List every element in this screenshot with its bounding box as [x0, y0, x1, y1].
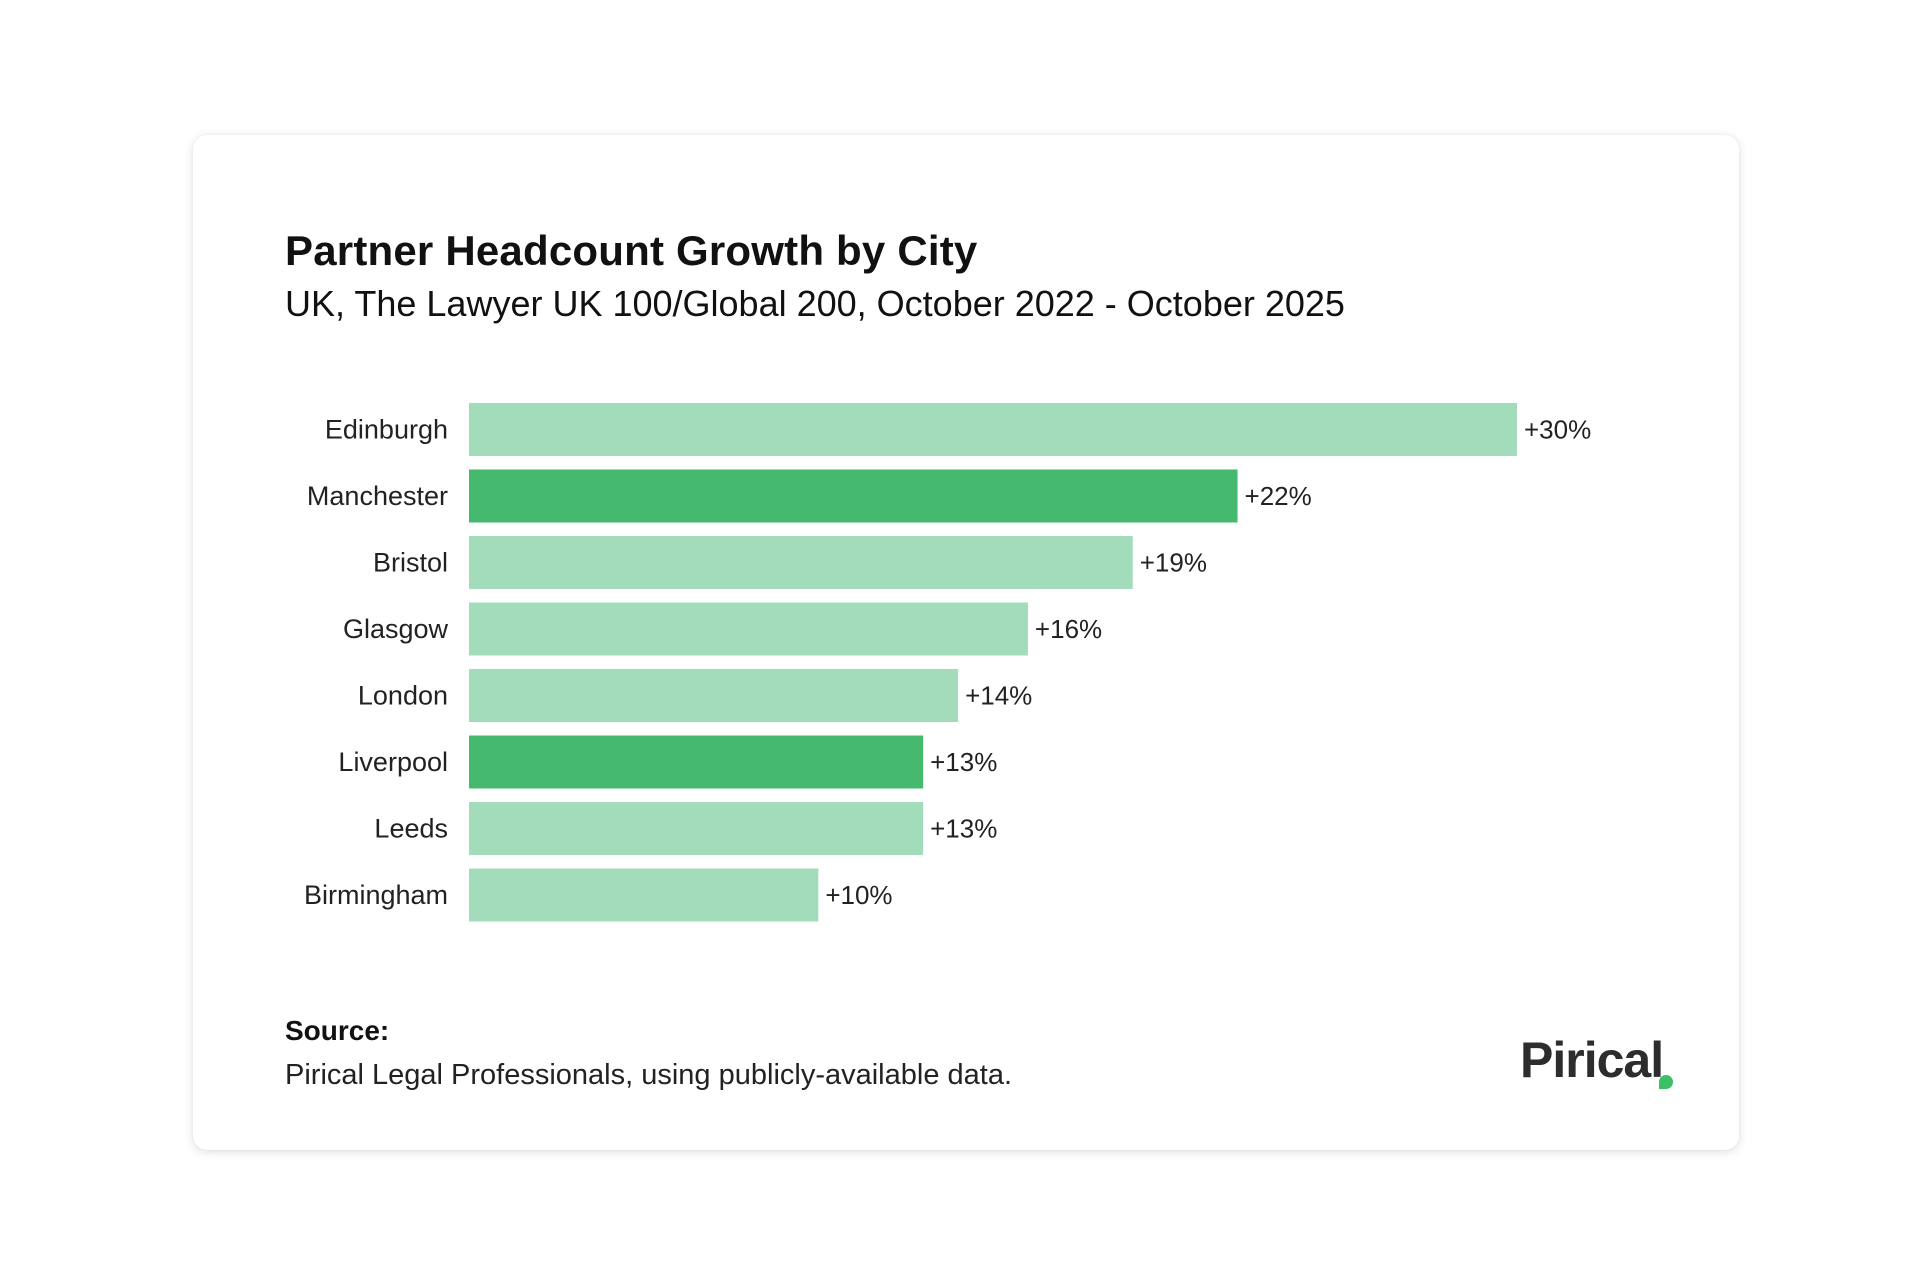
category-label-manchester: Manchester	[307, 481, 448, 511]
category-label-birmingham: Birmingham	[304, 880, 448, 910]
value-label-bristol: +19%	[1140, 548, 1207, 578]
category-label-liverpool: Liverpool	[338, 747, 448, 777]
value-label-leeds: +13%	[930, 814, 997, 844]
chart-title: Partner Headcount Growth by City	[285, 227, 978, 274]
value-label-manchester: +22%	[1245, 481, 1312, 511]
logo-dot-icon	[1659, 1075, 1673, 1089]
pirical-logo: Pirical	[1520, 1032, 1664, 1088]
category-label-leeds: Leeds	[374, 814, 448, 844]
bar-chart: Edinburgh +30% Manchester +22% Bristol +19% Gl…	[304, 403, 1591, 922]
category-label-london: London	[358, 681, 448, 711]
source-text: Pirical Legal Professionals, using publi…	[285, 1059, 1013, 1091]
bar-leeds	[469, 802, 924, 855]
category-label-edinburgh: Edinburgh	[325, 415, 448, 445]
bar-manchester	[469, 469, 1238, 523]
category-label-bristol: Bristol	[373, 548, 448, 578]
bar-birmingham	[469, 868, 819, 922]
value-label-glasgow: +16%	[1035, 614, 1102, 644]
bar-bristol	[469, 536, 1133, 589]
bar-edinburgh	[469, 403, 1517, 456]
chart-subtitle: UK, The Lawyer UK 100/Global 200, Octobe…	[285, 283, 1345, 324]
bar-liverpool	[469, 735, 924, 789]
value-label-london: +14%	[965, 681, 1032, 711]
chart-card: Partner Headcount Growth by City UK, The…	[193, 135, 1739, 1150]
value-label-birmingham: +10%	[825, 880, 892, 910]
bar-london	[469, 669, 959, 722]
source-label: Source:	[285, 1015, 390, 1046]
value-label-edinburgh: +30%	[1524, 415, 1591, 445]
category-label-glasgow: Glasgow	[343, 614, 449, 644]
bar-glasgow	[469, 602, 1028, 656]
value-label-liverpool: +13%	[930, 747, 997, 777]
